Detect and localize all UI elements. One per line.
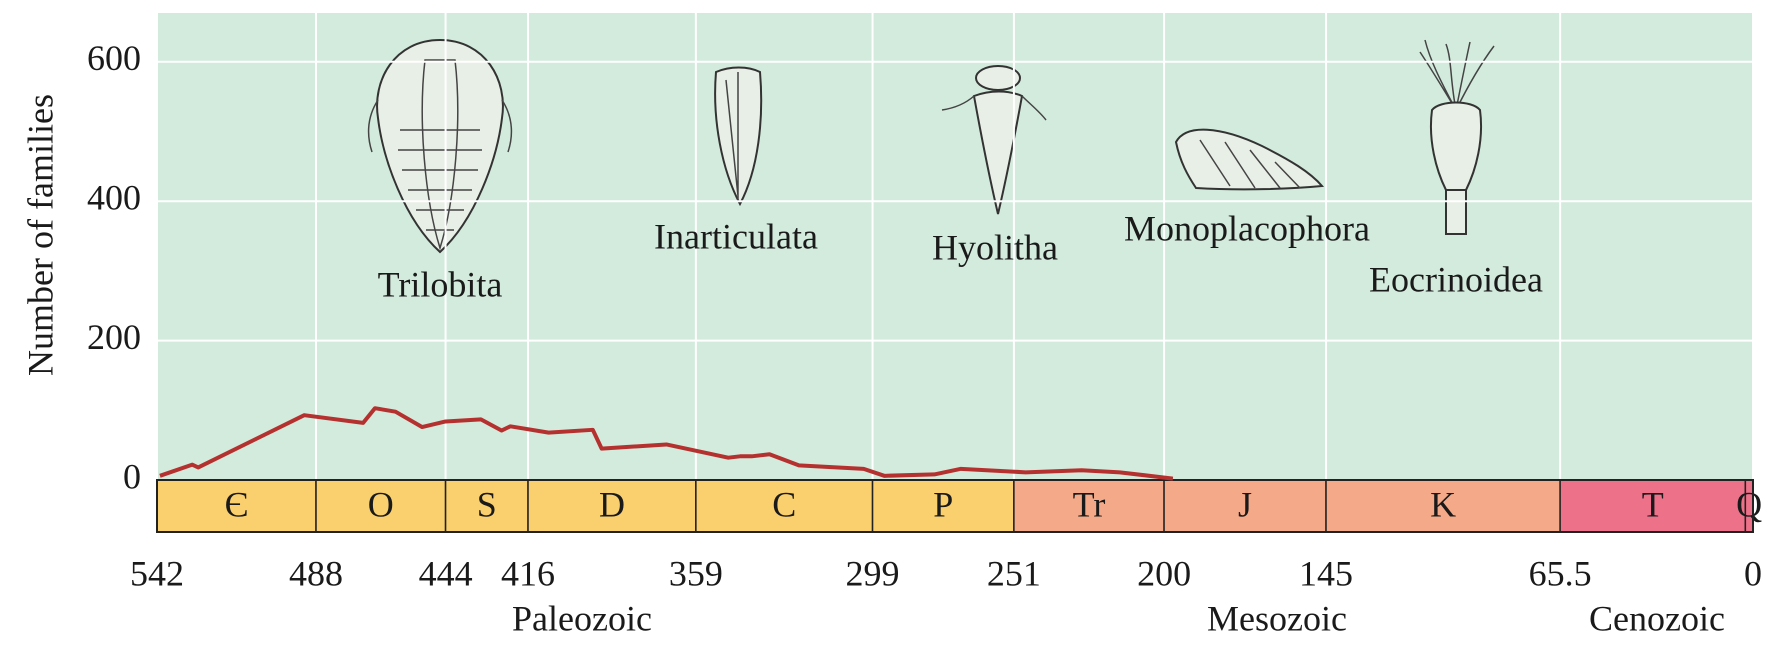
x-tick-label: 542	[130, 553, 184, 593]
era-label: Mesozoic	[1207, 598, 1347, 638]
x-tick-label: 299	[846, 553, 900, 593]
fossil-illustrations	[367, 38, 1495, 254]
period-band	[156, 479, 317, 533]
x-tick-label: 444	[419, 553, 473, 593]
period-band	[1325, 479, 1561, 533]
period-label: O	[368, 484, 394, 524]
x-tick-label: 416	[501, 553, 555, 593]
x-tick-label: 251	[987, 553, 1041, 593]
period-label: K	[1430, 484, 1456, 524]
period-label: Є	[225, 484, 249, 524]
annotation: Inarticulata	[654, 216, 818, 256]
inarticulata-drawing	[714, 66, 763, 207]
period-band	[315, 479, 447, 533]
y-tick-label: 600	[87, 38, 141, 78]
period-band	[871, 479, 1015, 533]
period-label: C	[772, 484, 796, 524]
y-tick-label: 400	[87, 177, 141, 217]
era-label: Cenozoic	[1589, 598, 1725, 638]
x-tick-label: 200	[1137, 553, 1191, 593]
eocrinoidea-drawing	[1419, 39, 1495, 235]
period-label: S	[477, 484, 497, 524]
band-border	[156, 479, 1754, 533]
period-band	[444, 479, 529, 533]
x-tick-label: 488	[289, 553, 343, 593]
era-label: Paleozoic	[512, 598, 652, 638]
annotation: Hyolitha	[932, 227, 1058, 267]
x-tick-label: 0	[1744, 553, 1762, 593]
period-label: D	[599, 484, 625, 524]
hyolitha-drawing	[941, 65, 1047, 215]
monoplacophora-drawing	[1174, 128, 1325, 191]
period-label: Q	[1736, 484, 1762, 524]
y-axis-label: Number of families	[20, 94, 60, 376]
data-line	[159, 406, 1174, 481]
y-tick-label: 0	[123, 456, 141, 496]
x-tick-label: 65.5	[1529, 553, 1592, 593]
x-tick-label: 145	[1299, 553, 1353, 593]
period-label: P	[933, 484, 953, 524]
period-band	[695, 479, 874, 533]
period-label: J	[1238, 484, 1252, 524]
period-label: T	[1642, 484, 1664, 524]
period-band	[527, 479, 697, 533]
x-tick-label: 359	[669, 553, 723, 593]
annotation: Monoplacophora	[1124, 208, 1370, 248]
period-label: Tr	[1073, 484, 1106, 524]
annotation: Eocrinoidea	[1369, 259, 1543, 299]
y-tick-label: 200	[87, 317, 141, 357]
trilobite-drawing	[367, 38, 513, 254]
annotation: Trilobita	[378, 264, 503, 304]
